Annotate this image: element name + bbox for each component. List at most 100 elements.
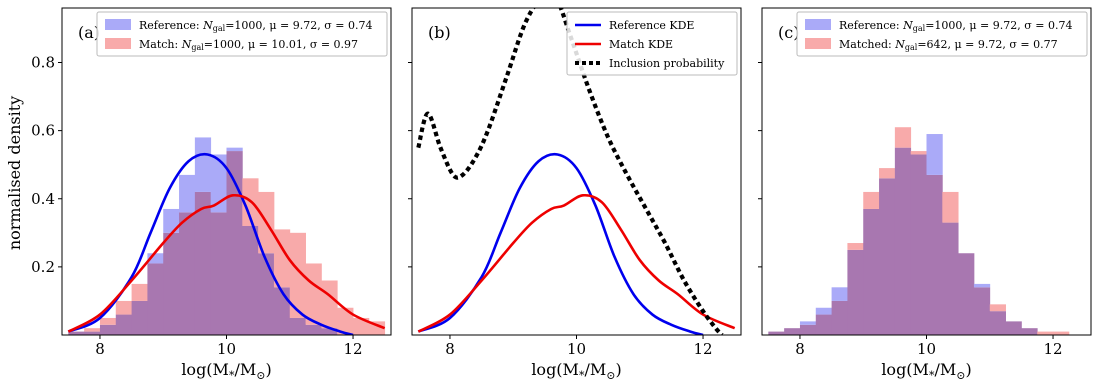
hist-bar-overlap [163, 232, 180, 335]
legend-swatch [805, 19, 831, 30]
hist-bar-overlap [226, 151, 243, 335]
legend-item-2: Matched: Ngal=642, μ = 9.72, σ = 0.77 [805, 38, 1058, 52]
x-tick-label: 8 [95, 340, 105, 358]
legend-swatch [105, 19, 131, 30]
hist-bar-overlap [768, 331, 785, 335]
x-axis-label: log(M*/M⊙) [531, 360, 621, 382]
hist-bar-overlap [958, 253, 975, 335]
panel-tag: (a) [78, 23, 100, 42]
hist-bar-match [910, 151, 927, 155]
panel-tag: (b) [428, 23, 451, 42]
legend-box [796, 11, 1088, 57]
hist-bar-match [989, 304, 1006, 312]
hist-bar-overlap [942, 222, 959, 335]
legend-item-1: Reference: Ngal=1000, μ = 9.72, σ = 0.74 [805, 19, 1072, 33]
hist-bar-match [879, 168, 896, 179]
hist-bar-match [84, 328, 101, 332]
inclusion-probability-line [416, 8, 724, 335]
hist-bar-overlap [1005, 321, 1022, 335]
hist-bar-match [115, 300, 132, 315]
hist-bar-reference [815, 307, 832, 315]
hist-bar-reference [226, 147, 243, 152]
kde-reference-line [67, 152, 354, 335]
hist-bar-match [337, 307, 354, 335]
x-tick-label: 10 [567, 340, 586, 358]
hist-bar-overlap [799, 324, 817, 335]
hist-bar-match [863, 191, 880, 209]
hist-bar-overlap [847, 249, 864, 335]
hist-bar-match [894, 127, 912, 148]
hist-bar-overlap [831, 300, 848, 335]
legend-box [96, 11, 388, 57]
hist-bar-overlap [894, 147, 912, 335]
legend-item-3: Inclusion probability [575, 57, 725, 70]
x-axis-label: log(M*/M⊙) [881, 360, 971, 382]
hist-bar-overlap [179, 212, 196, 335]
hist-bar-overlap [863, 208, 880, 335]
kde-match-line [67, 193, 386, 333]
y-axis-label: normalised density [5, 96, 24, 250]
hist-bar-reference [194, 137, 212, 192]
hist-bar-match [305, 263, 322, 325]
plot-area [67, 137, 386, 335]
hist-bar-match [847, 243, 864, 250]
hist-bar-overlap [1021, 328, 1038, 335]
hist-bar-reference [210, 154, 227, 213]
hist-bar-match [273, 229, 291, 288]
kde-reference-line [417, 152, 704, 335]
panel-tag: (c) [778, 23, 799, 42]
hist-bar-reference [147, 253, 164, 264]
hist-bar-overlap [784, 328, 801, 335]
x-tick-label: 12 [1043, 340, 1062, 358]
hist-bar-overlap [84, 331, 101, 335]
legend-label: Inclusion probability [609, 57, 725, 70]
hist-bar-overlap [879, 178, 896, 335]
legend-item-1: Reference KDE [575, 19, 694, 32]
hist-bar-overlap [131, 300, 148, 335]
hist-bar-overlap [194, 191, 212, 335]
hist-bar-overlap [989, 311, 1006, 335]
legend-item-2: Match: Ngal=1000, μ = 10.01, σ = 0.97 [105, 38, 358, 52]
hist-bar-reference [799, 321, 817, 325]
plot-area [416, 8, 736, 335]
hist-bar-overlap [321, 328, 338, 335]
legend-item-1: Reference: Ngal=1000, μ = 9.72, σ = 0.74 [105, 19, 372, 33]
y-tick-label: 0.2 [31, 258, 55, 276]
hist-bar-match [353, 317, 370, 335]
hist-bar-match [1037, 331, 1054, 335]
hist-bar-overlap [242, 226, 259, 335]
legend-label: Reference KDE [609, 19, 694, 32]
hist-bar-overlap [305, 324, 322, 335]
legend: Reference: Ngal=1000, μ = 9.72, σ = 0.74… [96, 11, 388, 57]
hist-bar-reference [163, 208, 180, 233]
hist-bar-match [289, 232, 306, 318]
x-tick-label: 12 [693, 340, 712, 358]
hist-bar-match [99, 317, 117, 325]
legend-swatch [105, 38, 131, 49]
kde-match-line [417, 193, 736, 333]
legend-box [566, 11, 738, 76]
x-tick-label: 10 [917, 340, 936, 358]
legend: Reference: Ngal=1000, μ = 9.72, σ = 0.74… [796, 11, 1088, 57]
hist-bar-reference [973, 283, 991, 288]
hist-bar-match [321, 280, 338, 329]
legend-label: Reference: Ngal=1000, μ = 9.72, σ = 0.74 [839, 19, 1072, 33]
panel-2: 8 10 12 log(M*/M⊙) (b) Reference KDE Match KDE… [408, 7, 742, 382]
legend-label: Match: Ngal=1000, μ = 10.01, σ = 0.97 [139, 38, 358, 52]
x-axis-label: log(M*/M⊙) [181, 360, 271, 382]
y-tick-label: 0.4 [31, 190, 55, 208]
hist-bar-match [942, 191, 959, 223]
hist-bar-reference [926, 134, 943, 175]
legend-swatch [805, 38, 831, 49]
hist-bar-match [131, 283, 148, 301]
hist-bar-overlap [210, 212, 227, 335]
hist-bar-overlap [910, 154, 927, 335]
hist-bar-overlap [973, 287, 991, 335]
x-tick-label: 10 [217, 340, 236, 358]
hist-bar-reference [179, 174, 196, 213]
hist-bar-overlap [147, 263, 164, 335]
legend-item-2: Match KDE [575, 38, 673, 51]
hist-bar-overlap [926, 174, 943, 335]
